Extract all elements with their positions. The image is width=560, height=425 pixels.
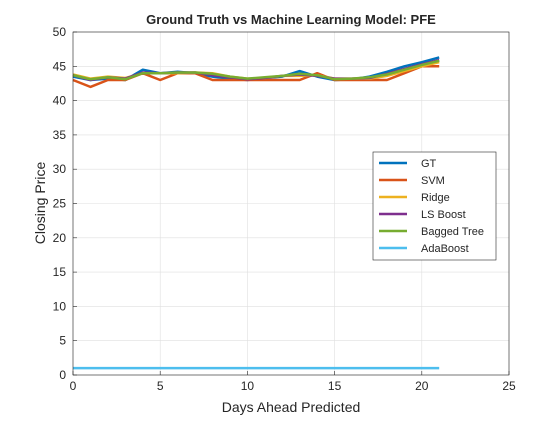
y-tick-label-2: 10: [53, 299, 67, 313]
series-line-bagged-tree: [72, 59, 440, 81]
y-tick-label-9: 45: [53, 59, 67, 73]
y-tick-label-5: 25: [53, 197, 67, 211]
legend-entry-gt: GT: [421, 158, 437, 170]
x-tick-label-0: 0: [70, 379, 77, 393]
legend-entry-bagged-tree: Bagged Tree: [421, 226, 484, 238]
legend-entry-adaboost: AdaBoost: [421, 243, 469, 255]
x-tick-label-1: 5: [157, 379, 164, 393]
y-axis-label: Closing Price: [32, 162, 48, 245]
y-tick-label-10: 50: [53, 25, 67, 39]
legend: GT SVM Ridge LS Boost Bagged Tree AdaBoost: [372, 151, 497, 261]
x-tick-label-5: 25: [502, 379, 516, 393]
y-tick-label-7: 35: [53, 128, 67, 142]
chart-title: Ground Truth vs Machine Learning Model: …: [146, 12, 436, 27]
y-tick-label-3: 15: [53, 265, 67, 279]
y-tick-label-4: 20: [53, 231, 67, 245]
x-axis-label: Days Ahead Predicted: [222, 399, 361, 415]
legend-box: [372, 151, 497, 261]
series-lines: [72, 56, 440, 370]
x-tick-label-4: 20: [415, 379, 429, 393]
y-tick-label-0: 0: [59, 368, 66, 382]
legend-entry-ridge: Ridge: [421, 192, 450, 204]
y-tick-label-1: 5: [59, 334, 66, 348]
tick-labels: 0 5 10 15 20 25 0 5 10 15 20 25 30 35 40 45 50: [53, 25, 516, 393]
legend-entry-svm: SVM: [421, 175, 445, 187]
y-tick-label-8: 40: [53, 94, 67, 108]
y-tick-label-6: 30: [53, 162, 67, 176]
x-tick-label-3: 15: [328, 379, 342, 393]
x-tick-label-2: 10: [241, 379, 255, 393]
legend-entry-ls-boost: LS Boost: [421, 209, 466, 221]
